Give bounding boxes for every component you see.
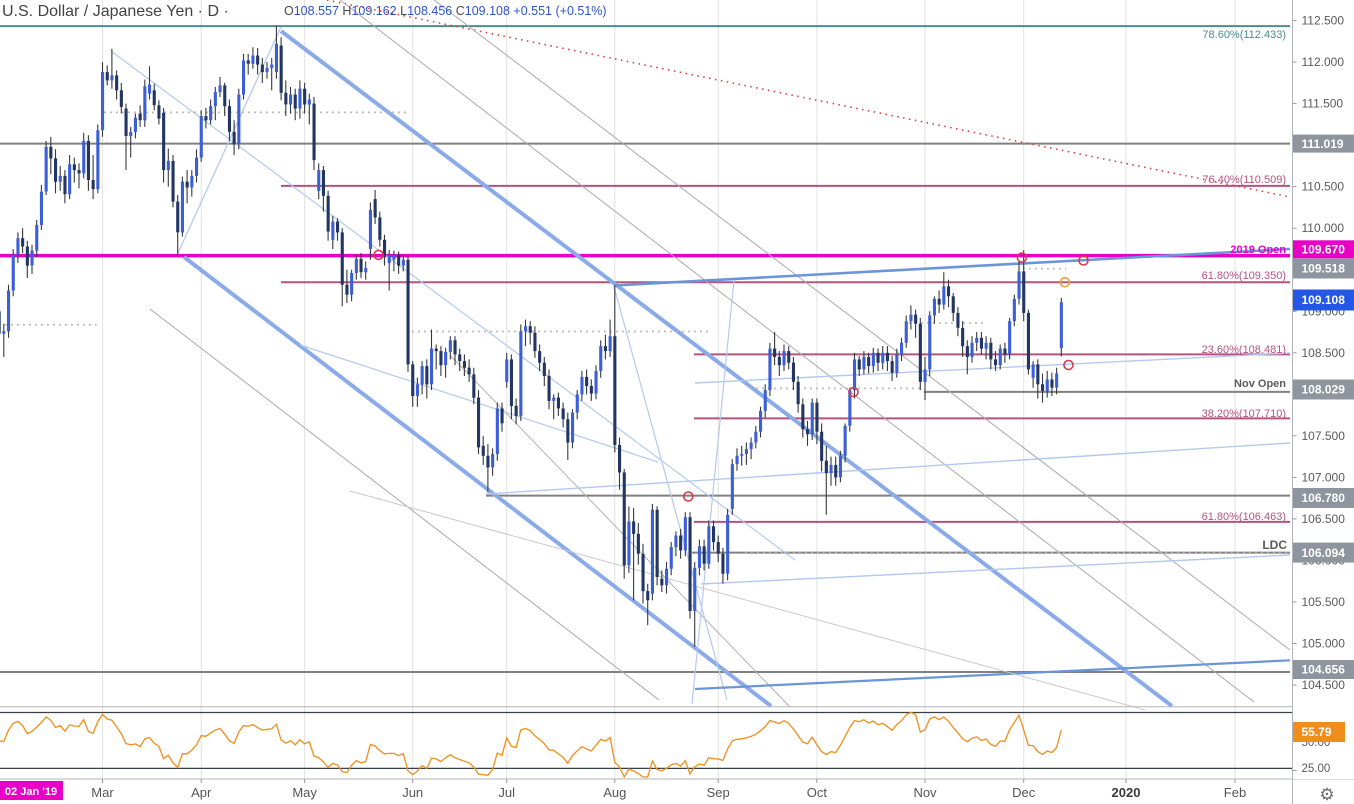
svg-text:111.500: 111.500 <box>1302 97 1344 111</box>
svg-text:107.000: 107.000 <box>1302 470 1346 484</box>
svg-text:O108.557 H109.162 L108.456 C10: O108.557 H109.162 L108.456 C109.108 +0.5… <box>284 4 607 18</box>
svg-text:108.500: 108.500 <box>1302 346 1346 360</box>
svg-text:Nov Open: Nov Open <box>1234 378 1286 390</box>
svg-text:106.500: 106.500 <box>1302 512 1346 526</box>
svg-text:104.656: 104.656 <box>1302 663 1346 677</box>
svg-text:23.60%(108.481): 23.60%(108.481) <box>1202 344 1286 356</box>
svg-text:2019 Open: 2019 Open <box>1230 244 1286 256</box>
svg-text:110.000: 110.000 <box>1302 221 1345 235</box>
svg-text:Mar: Mar <box>91 785 114 800</box>
svg-text:105.500: 105.500 <box>1302 595 1346 609</box>
svg-text:Apr: Apr <box>191 785 212 800</box>
svg-text:Dec: Dec <box>1012 785 1036 800</box>
svg-text:Oct: Oct <box>807 785 828 800</box>
svg-text:112.500: 112.500 <box>1302 14 1345 28</box>
svg-text:105.000: 105.000 <box>1302 637 1346 651</box>
svg-text:76.40%(110.509): 76.40%(110.509) <box>1202 174 1286 186</box>
svg-text:⚙: ⚙ <box>1319 785 1334 804</box>
svg-text:78.60%(112.433): 78.60%(112.433) <box>1202 29 1286 41</box>
svg-text:112.000: 112.000 <box>1302 55 1345 69</box>
svg-text:55.79: 55.79 <box>1302 725 1332 739</box>
svg-text:Nov: Nov <box>913 785 937 800</box>
svg-text:111.019: 111.019 <box>1302 137 1344 151</box>
svg-text:109.518: 109.518 <box>1302 262 1346 276</box>
svg-text:61.80%(109.350): 61.80%(109.350) <box>1202 270 1286 282</box>
svg-text:Feb: Feb <box>1224 785 1246 800</box>
svg-text:38.20%(107.710): 38.20%(107.710) <box>1202 408 1286 420</box>
svg-text:107.500: 107.500 <box>1302 429 1346 443</box>
svg-text:25.00: 25.00 <box>1302 763 1331 775</box>
svg-text:106.780: 106.780 <box>1302 491 1346 505</box>
svg-text:2020: 2020 <box>1112 785 1141 800</box>
svg-text:108.029: 108.029 <box>1302 383 1346 397</box>
svg-text:109.670: 109.670 <box>1302 243 1346 257</box>
svg-text:02 Jan '19: 02 Jan '19 <box>5 786 57 798</box>
svg-text:110.500: 110.500 <box>1302 180 1345 194</box>
svg-text:Jun: Jun <box>402 785 423 800</box>
svg-text:109.108: 109.108 <box>1302 293 1346 307</box>
svg-text:Sep: Sep <box>707 785 730 800</box>
svg-text:LDC: LDC <box>1262 538 1287 552</box>
svg-text:Aug: Aug <box>603 785 626 800</box>
svg-text:104.500: 104.500 <box>1302 678 1346 692</box>
svg-text:U.S. Dollar / Japanese Yen · D: U.S. Dollar / Japanese Yen · D · <box>2 3 229 20</box>
svg-text:106.094: 106.094 <box>1302 546 1346 560</box>
svg-text:May: May <box>292 785 317 800</box>
svg-text:Jul: Jul <box>498 785 515 800</box>
svg-text:61.80%(106.463): 61.80%(106.463) <box>1202 511 1286 523</box>
